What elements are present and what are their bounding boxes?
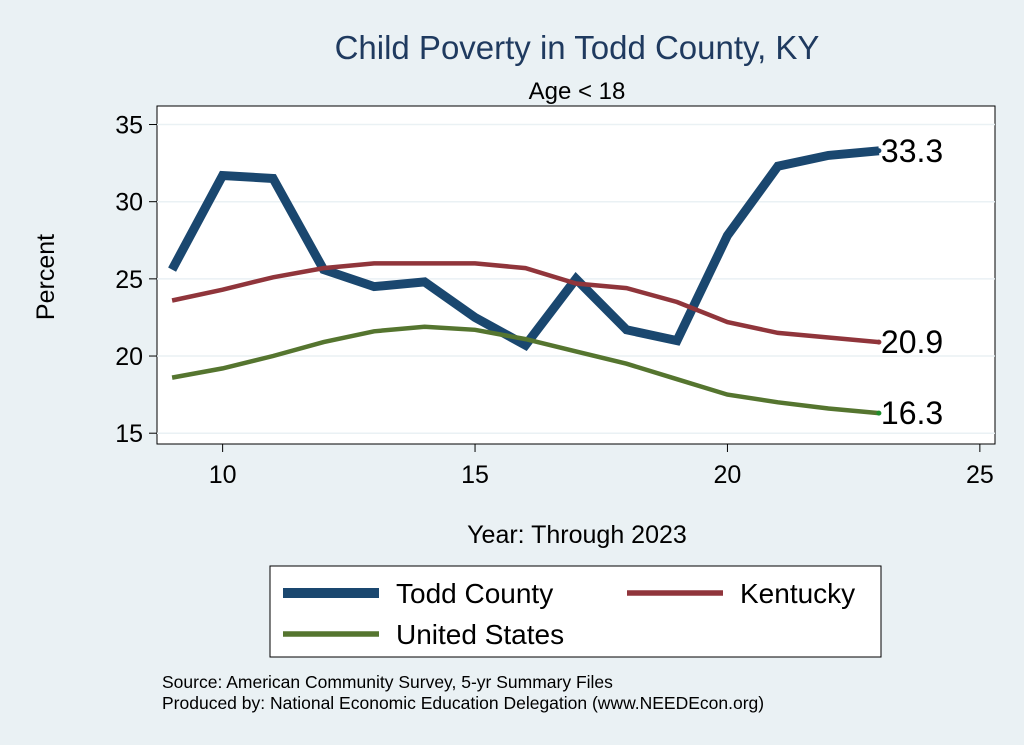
chart-subtitle: Age < 18 xyxy=(529,78,626,105)
gridlines xyxy=(157,123,995,434)
legend: Todd County Kentucky United States xyxy=(283,578,855,650)
axes: 15 20 25 30 35 10 15 20 25 xyxy=(115,112,994,489)
x-tick-label: 20 xyxy=(714,461,742,489)
end-label-united-states: 16.3 xyxy=(881,395,943,431)
source-note: Source: American Community Survey, 5-yr … xyxy=(162,672,613,692)
end-point-todd-county xyxy=(876,148,882,154)
series-line-todd-county xyxy=(168,146,880,352)
series-line-kentucky xyxy=(171,261,880,345)
legend-box xyxy=(269,565,882,658)
end-point-united-states xyxy=(876,410,882,416)
legend-label-united-states: United States xyxy=(396,619,564,650)
y-axis-label: Percent xyxy=(32,234,60,320)
y-tick-label: 35 xyxy=(115,112,143,140)
x-tick-label: 25 xyxy=(966,461,994,489)
end-label-todd-county: 33.3 xyxy=(881,133,943,169)
end-label-kentucky: 20.9 xyxy=(881,324,943,360)
y-tick-label: 25 xyxy=(115,266,143,294)
x-axis-label: Year: Through 2023 xyxy=(467,521,687,549)
legend-label-kentucky: Kentucky xyxy=(740,578,855,609)
legend-label-todd-county: Todd County xyxy=(396,578,553,609)
chart-title: Child Poverty in Todd County, KY xyxy=(335,29,820,66)
y-tick-label: 15 xyxy=(115,420,143,448)
series-line-united-states xyxy=(171,324,880,416)
x-tick-label: 15 xyxy=(461,461,489,489)
x-tick-label: 10 xyxy=(209,461,237,489)
produced-by-note: Produced by: National Economic Education… xyxy=(162,693,764,713)
series-lines xyxy=(168,146,880,416)
end-labels: 33.3 20.9 16.3 xyxy=(876,133,943,431)
y-tick-label: 30 xyxy=(115,189,143,217)
y-tick-label: 20 xyxy=(115,343,143,371)
end-point-kentucky xyxy=(876,339,882,345)
